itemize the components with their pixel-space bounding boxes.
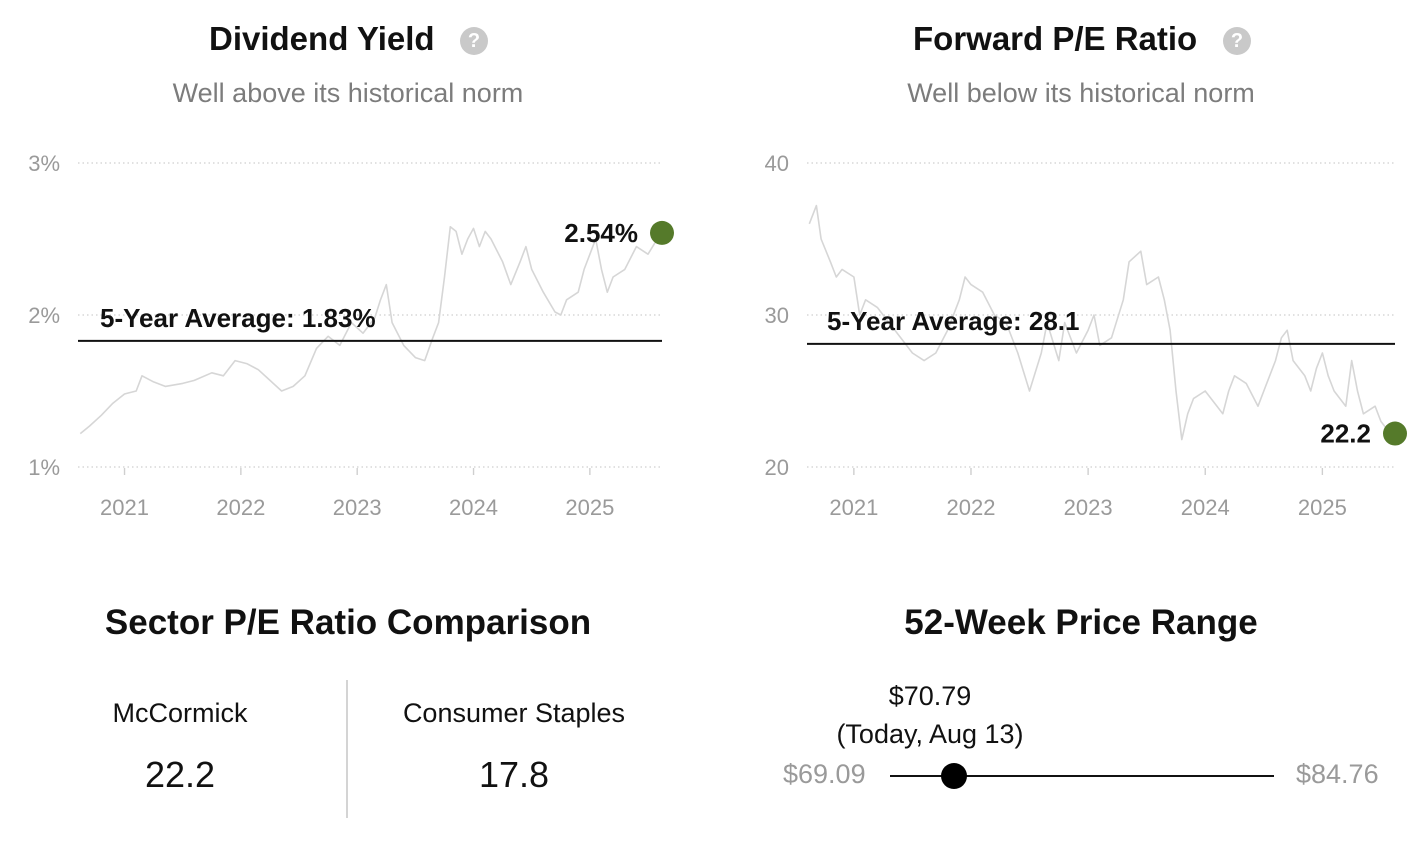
sector-company-name: McCormick: [112, 698, 248, 728]
y-tick-label: 20: [765, 455, 789, 480]
series-line: [79, 226, 658, 435]
range-current-price: $70.79: [888, 681, 972, 711]
average-label: 5-Year Average: 1.83%: [100, 303, 376, 333]
x-tick-label: 2024: [1181, 495, 1230, 520]
x-tick-label: 2022: [216, 495, 265, 520]
current-value-dot: [1383, 421, 1407, 446]
y-tick-label: 30: [765, 303, 789, 328]
forward-pe-subtitle: Well below its historical norm: [907, 78, 1255, 108]
range-current-marker: [940, 763, 967, 789]
x-tick-label: 2021: [829, 495, 878, 520]
x-tick-label: 2023: [333, 495, 382, 520]
dividend-yield-help-icon[interactable]: ?: [460, 27, 488, 55]
range-high-label: $84.76: [1296, 759, 1379, 789]
sector-industry-name: Consumer Staples: [402, 698, 626, 728]
y-tick-label: 2%: [28, 303, 60, 328]
y-tick-label: 1%: [28, 455, 60, 480]
range-track: [890, 775, 1274, 777]
current-value-dot: [650, 220, 674, 245]
x-tick-label: 2021: [100, 495, 149, 520]
range-low-label: $69.09: [783, 759, 866, 789]
series-line: [808, 204, 1388, 441]
current-value-label: 22.2: [1320, 419, 1371, 449]
sector-divider: [346, 680, 348, 818]
dividend-yield-title: Dividend Yield: [209, 20, 435, 57]
x-tick-label: 2023: [1064, 495, 1113, 520]
x-tick-label: 2024: [449, 495, 498, 520]
range-current-note: (Today, Aug 13): [836, 719, 1024, 749]
average-label: 5-Year Average: 28.1: [827, 306, 1079, 336]
dividend-yield-chart: 3% 2% 1% 2021 2022 2023 2024 2025 5-Year Average…: [28, 151, 674, 520]
sector-pe-title: Sector P/E Ratio Comparison: [104, 603, 592, 642]
x-tick-label: 2022: [947, 495, 996, 520]
x-tick-label: 2025: [1298, 495, 1347, 520]
forward-pe-title: Forward P/E Ratio: [913, 20, 1198, 57]
forward-pe-chart: 40 30 20 2021 2022 2023 2024 2025 5-Year Average…: [765, 151, 1407, 520]
dividend-yield-subtitle: Well above its historical norm: [172, 78, 524, 108]
y-tick-label: 40: [765, 151, 789, 176]
forward-pe-help-icon[interactable]: ?: [1223, 27, 1251, 55]
current-value-label: 2.54%: [564, 218, 638, 248]
y-tick-label: 3%: [28, 151, 60, 176]
x-tick-label: 2025: [565, 495, 614, 520]
sector-company-value: 22.2: [144, 754, 216, 795]
price-range-title: 52-Week Price Range: [904, 603, 1258, 642]
sector-industry-value: 17.8: [478, 754, 550, 795]
